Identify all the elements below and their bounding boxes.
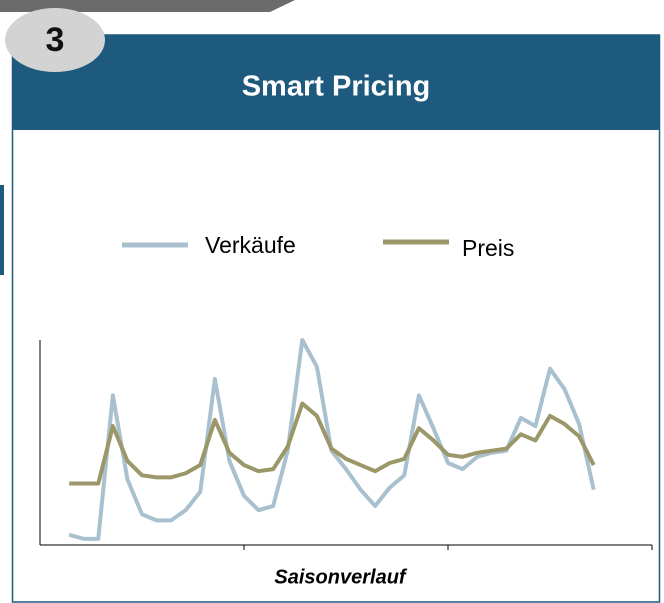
header-bar — [12, 35, 660, 130]
x-axis-label: Saisonverlauf — [274, 566, 408, 588]
badge — [5, 8, 105, 72]
series-line — [69, 401, 596, 486]
badge-number: 3 — [46, 21, 65, 59]
legend-label: Verkäufe — [205, 232, 296, 258]
side-bar — [0, 185, 4, 275]
header-title: Smart Pricing — [242, 71, 431, 103]
chart: Saisonverlauf Verkäufe Preis — [39, 232, 653, 588]
legend-label: Preis — [462, 235, 514, 261]
top-arrow — [0, 0, 295, 12]
